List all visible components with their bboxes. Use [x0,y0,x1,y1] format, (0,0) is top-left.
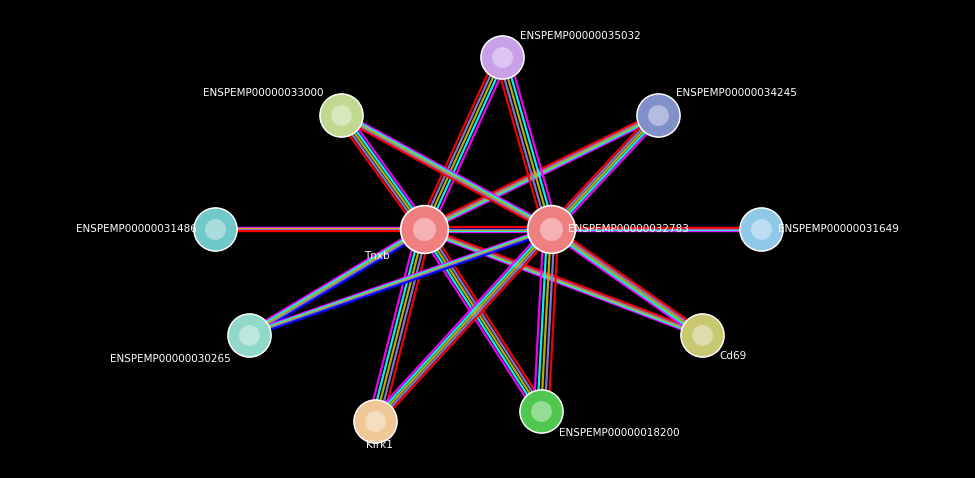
Text: ENSPEMP00000031486: ENSPEMP00000031486 [76,225,197,234]
Point [533,407,549,415]
Point [207,226,222,233]
Point [241,331,256,338]
Point [494,54,510,61]
Text: ENSPEMP00000030265: ENSPEMP00000030265 [110,354,231,363]
Point [694,331,710,338]
Text: ENSPEMP00000031649: ENSPEMP00000031649 [778,225,899,234]
Text: ENSPEMP00000034245: ENSPEMP00000034245 [676,88,797,98]
Point [416,226,432,233]
Point [494,54,510,61]
Point [416,226,432,233]
Point [368,417,383,424]
Point [543,226,559,233]
Point [543,226,559,233]
Text: ENSPEMP00000033000: ENSPEMP00000033000 [203,88,324,98]
Point [694,331,710,338]
Point [533,407,549,415]
Text: Tnxb: Tnxb [365,251,390,261]
Point [333,111,349,119]
Point [207,226,222,233]
Point [333,111,349,119]
Point [753,226,768,233]
Point [650,111,666,119]
Point [416,226,432,233]
Text: Cd69: Cd69 [720,351,747,361]
Text: ENSPEMP00000032783: ENSPEMP00000032783 [568,225,689,234]
Point [694,331,710,338]
Point [368,417,383,424]
Point [494,54,510,61]
Point [753,226,768,233]
Point [543,226,559,233]
Point [753,226,768,233]
Point [241,331,256,338]
Point [368,417,383,424]
Point [241,331,256,338]
Text: ENSPEMP00000035032: ENSPEMP00000035032 [520,31,641,41]
Point [650,111,666,119]
Point [650,111,666,119]
Text: Klrk1: Klrk1 [366,440,393,449]
Text: ENSPEMP00000018200: ENSPEMP00000018200 [559,428,680,437]
Point [533,407,549,415]
Point [207,226,222,233]
Point [333,111,349,119]
